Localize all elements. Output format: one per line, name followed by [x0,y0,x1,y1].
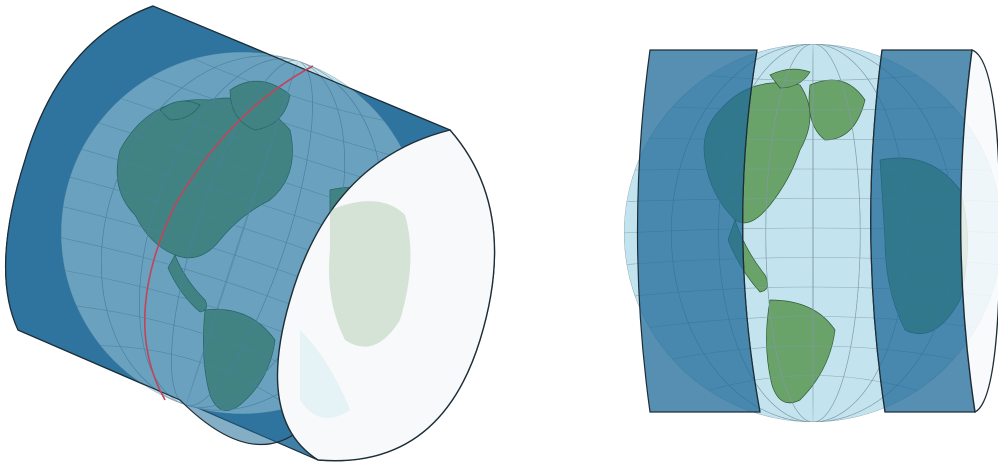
continent-shape [766,299,836,404]
right-cylinder-open-end [960,49,998,414]
continent-shape [329,201,411,347]
ocean-patch [300,330,350,418]
left-globe-through-opening [300,201,411,418]
tangent-great-circle-line [143,65,314,401]
transverse-cylinder-gores-figure [624,44,998,422]
meridian-line [765,44,861,422]
continent-shape [769,68,811,89]
right-cylinder-gore [870,49,976,413]
oblique-cylinder-figure [4,5,496,462]
meridian-line [812,44,814,422]
oblique-cylinder-open-end [276,129,496,462]
central-gore-band-outline [742,49,886,413]
left-cylinder-gore [636,49,761,413]
